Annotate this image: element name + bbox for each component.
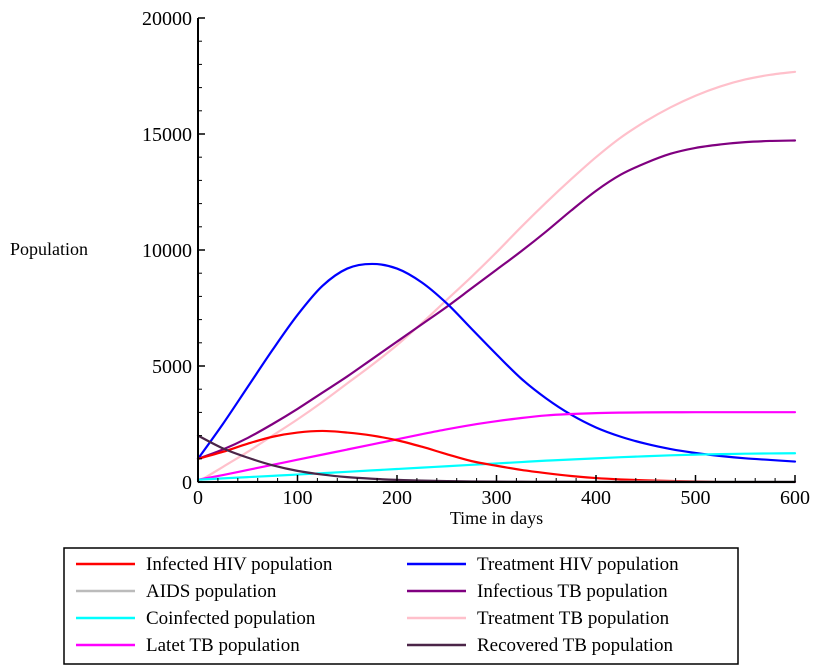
legend-label-coinfected-population: Coinfected population bbox=[146, 608, 316, 629]
axes-layer: 0 100 200 300 400 500 600 0 5000 10000 15000 20000… bbox=[10, 8, 810, 528]
series-line-coinfected-population bbox=[196, 452, 797, 481]
y-tick-label: 15000 bbox=[142, 124, 192, 146]
x-tick-label: 100 bbox=[283, 487, 313, 509]
x-tick-label: 200 bbox=[382, 487, 412, 509]
x-ticks: 0 100 200 300 400 500 600 bbox=[193, 475, 810, 509]
legend-label-infected-hiv-population: Infected HIV population bbox=[146, 554, 333, 575]
series-line-infectious-tb-population bbox=[196, 139, 797, 460]
y-tick-label: 20000 bbox=[142, 8, 192, 30]
series-line-latet-tb-population bbox=[196, 411, 797, 481]
series-layer bbox=[196, 70, 797, 484]
x-tick-label: 300 bbox=[482, 487, 512, 509]
x-tick-label: 600 bbox=[780, 487, 810, 509]
legend-label-aids-population: AIDS population bbox=[146, 581, 277, 602]
legend-box bbox=[63, 547, 739, 665]
legend-label-recovered-tb-population: Recovered TB population bbox=[477, 635, 673, 656]
x-tick-label: 400 bbox=[581, 487, 611, 509]
x-tick-label: 500 bbox=[681, 487, 711, 509]
y-tick-label: 0 bbox=[182, 472, 192, 494]
series-line-treatment-hiv-population bbox=[196, 262, 797, 463]
y-ticks: 0 5000 10000 15000 20000 bbox=[142, 8, 205, 494]
y-tick-label: 5000 bbox=[152, 356, 192, 378]
legend: Infected HIV population Treatment HIV pop… bbox=[63, 547, 739, 665]
x-axis-title: Time in days bbox=[450, 508, 543, 528]
y-axis-title: Population bbox=[10, 239, 88, 259]
x-tick-label: 0 bbox=[193, 487, 203, 509]
legend-label-treatment-tb-population: Treatment TB population bbox=[477, 608, 670, 629]
legend-label-latet-tb-population: Latet TB population bbox=[146, 635, 300, 656]
y-tick-label: 10000 bbox=[142, 240, 192, 262]
legend-label-infectious-tb-population: Infectious TB population bbox=[477, 581, 668, 602]
series-line-treatment-tb-population bbox=[196, 70, 797, 484]
legend-label-treatment-hiv-population: Treatment HIV population bbox=[477, 554, 679, 575]
